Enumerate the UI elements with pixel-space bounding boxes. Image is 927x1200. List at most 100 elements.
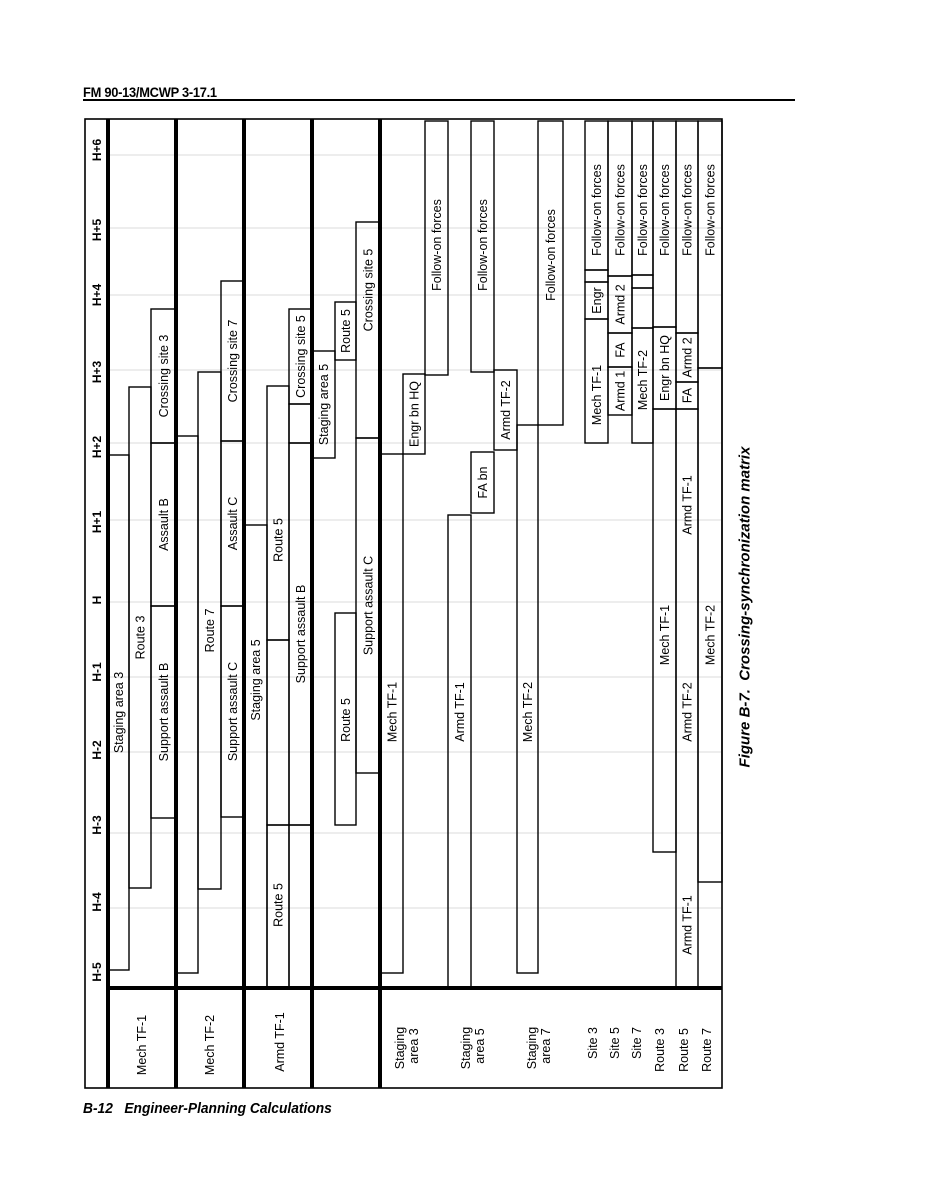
row-header-label: Mech TF-2 [203, 1015, 217, 1075]
task-label: Follow-on forces [476, 199, 490, 291]
time-label: H-3 [90, 815, 104, 835]
task-label: Support assault C [226, 662, 240, 761]
task-box [243, 524, 268, 988]
row-header-label: Staging [525, 1027, 539, 1069]
task-label: Support assault B [294, 585, 308, 684]
task-label: Armd TF-1 [681, 895, 695, 955]
row-header-label: Staging [459, 1027, 473, 1069]
task-label: Armd TF-2 [681, 682, 695, 742]
task-label: Crossing site 7 [226, 320, 240, 403]
task-label: Follow-on forces [590, 164, 604, 256]
task-label: Route 5 [339, 698, 353, 742]
task-box [288, 403, 313, 444]
row-header-label: area 7 [539, 1028, 553, 1063]
task-label: Follow-on forces [544, 209, 558, 301]
task-label: Follow-on forces [681, 164, 695, 256]
row-header-label: area 5 [473, 1028, 487, 1063]
task-label: Mech TF-2 [636, 350, 650, 410]
task-box [266, 385, 290, 641]
time-label: H+2 [90, 436, 104, 459]
task-label: Mech TF-1 [658, 605, 672, 665]
time-label: H+1 [90, 511, 104, 534]
row-header-label: Staging [393, 1027, 407, 1069]
task-label: Armd 1 [614, 371, 628, 411]
task-label: Follow-on forces [704, 164, 718, 256]
row-header-label: Route 5 [677, 1028, 691, 1072]
time-label: H+5 [90, 219, 104, 242]
task-label: Assault C [226, 497, 240, 551]
task-label: Mech TF-2 [521, 682, 535, 742]
task-box [470, 451, 495, 514]
task-label: Crossing site 5 [294, 315, 308, 398]
task-label: FA [681, 387, 695, 403]
task-label: Route 7 [203, 609, 217, 653]
task-box [537, 120, 564, 426]
task-label: Staging area 5 [317, 364, 331, 445]
task-box [447, 514, 472, 988]
task-box [470, 120, 495, 373]
task-label: Crossing site 5 [362, 249, 376, 332]
task-box [424, 120, 449, 376]
task-box [631, 287, 654, 329]
row-header-label: Armd TF-1 [273, 1012, 287, 1072]
task-label: Engr bn HQ [408, 381, 422, 447]
task-label: Mech TF-1 [590, 365, 604, 425]
header-rule [83, 99, 795, 101]
task-label: Route 3 [134, 616, 148, 660]
time-label: H+3 [90, 361, 104, 384]
task-label: Armd TF-1 [453, 682, 467, 742]
row-header-label: Site 3 [586, 1027, 600, 1059]
chapter-title: Engineer-Planning Calculations [124, 1101, 332, 1117]
task-label: Follow-on forces [636, 164, 650, 256]
task-label: Assault B [157, 498, 171, 551]
task-label: Armd TF-1 [681, 475, 695, 535]
task-label: Follow-on forces [430, 199, 444, 291]
task-label: Engr [590, 287, 604, 313]
task-label: Follow-on forces [658, 164, 672, 256]
task-label: Support assault B [157, 663, 171, 762]
time-label: H+6 [90, 139, 104, 162]
page-header: FM 90-13/MCWP 3-17.1 [83, 84, 217, 100]
time-label: H-4 [90, 892, 104, 912]
time-label: H [90, 596, 104, 605]
task-label: Route 5 [339, 309, 353, 353]
page-number: B-12 [83, 1101, 113, 1117]
time-label: H+4 [90, 284, 104, 307]
task-label: Armd 2 [614, 284, 628, 324]
task-label: Support assault C [362, 556, 376, 655]
task-label: Route 5 [272, 518, 286, 562]
time-label: H-2 [90, 740, 104, 760]
task-box [266, 639, 290, 826]
figure-caption: Figure B-7. Crossing-synchronization mat… [737, 446, 754, 768]
task-box [493, 369, 518, 451]
page-footer: B-12 Engineer-Planning Calculations [83, 1101, 332, 1117]
row-header-label: Site 7 [630, 1027, 644, 1059]
task-label: Crossing site 3 [157, 335, 171, 418]
task-label: Mech TF-1 [386, 682, 400, 742]
task-label: Armd TF-2 [499, 380, 513, 440]
task-label: Mech TF-2 [704, 605, 718, 665]
task-label: Route 5 [272, 883, 286, 927]
task-box [584, 269, 609, 283]
time-label: H-1 [90, 662, 104, 682]
row-header-label: Mech TF-1 [135, 1015, 149, 1075]
row-header-label: Route 7 [700, 1028, 714, 1072]
row-header-label: area 3 [407, 1028, 421, 1063]
task-box [631, 274, 654, 289]
task-label: Staging area 5 [249, 639, 263, 720]
row-header-label: Route 3 [653, 1028, 667, 1072]
task-box [175, 435, 199, 974]
task-label: Engr bn HQ [658, 335, 672, 401]
task-box [402, 373, 426, 455]
row-header-label: Site 5 [608, 1027, 622, 1059]
table-border [84, 118, 723, 1089]
task-label: Staging area 3 [112, 672, 126, 753]
task-box [288, 824, 313, 988]
task-box [516, 424, 539, 974]
task-label: FA bn [476, 466, 490, 498]
task-label: Follow-on forces [614, 164, 628, 256]
time-label: H-5 [90, 962, 104, 982]
task-label: Armd 2 [681, 337, 695, 377]
task-label: FA [614, 342, 628, 358]
